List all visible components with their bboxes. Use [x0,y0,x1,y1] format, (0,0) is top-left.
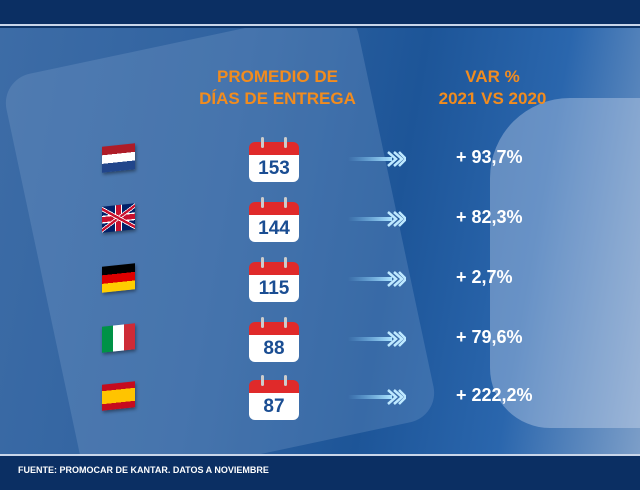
variation-value: + 2,7% [456,267,513,287]
delivery-days: 88 [249,335,299,362]
variation-value: + 93,7% [456,147,523,167]
header-var: VAR % 2021 VS 2020 [420,66,565,110]
table-row: 153 + 93,7% [0,137,640,187]
uk-flag [102,203,135,233]
header-var-line1: VAR % [465,67,520,86]
header-days-line1: PROMEDIO DE [217,67,338,86]
header-var-line2: 2021 VS 2020 [438,89,547,108]
netherlands-flag [102,143,135,173]
car-background-image [490,98,640,428]
calendar-icon: 115 [249,257,299,303]
calendar-icon: 87 [249,375,299,421]
divider [0,454,640,456]
top-bar [0,0,640,26]
delivery-days: 144 [249,215,299,242]
calendar-icon: 88 [249,317,299,363]
delivery-days: 153 [249,155,299,182]
arrow-right-icon [348,211,406,227]
italy-flag [102,323,135,353]
variation-value: + 82,3% [456,207,523,227]
table-row: 144 + 82,3% [0,197,640,247]
source-note: FUENTE: PROMOCAR DE KANTAR. DATOS A NOVI… [18,465,269,475]
spain-flag [102,381,135,411]
arrow-right-icon [348,151,406,167]
arrow-right-icon [348,271,406,287]
delivery-days: 87 [249,393,299,420]
delivery-days: 115 [249,275,299,302]
footer: FUENTE: PROMOCAR DE KANTAR. DATOS A NOVI… [0,456,640,490]
table-row: 115 + 2,7% [0,257,640,307]
variation-value: + 222,2% [456,385,533,405]
calendar-icon: 153 [249,137,299,183]
germany-flag [102,263,135,293]
arrow-right-icon [348,331,406,347]
table-row: 87 + 222,2% [0,375,640,425]
header-days: PROMEDIO DE DÍAS DE ENTREGA [185,66,370,110]
variation-value: + 79,6% [456,327,523,347]
header-days-line2: DÍAS DE ENTREGA [199,89,356,108]
calendar-icon: 144 [249,197,299,243]
table-row: 88 + 79,6% [0,317,640,367]
arrow-right-icon [348,389,406,405]
infographic-background [0,28,640,454]
